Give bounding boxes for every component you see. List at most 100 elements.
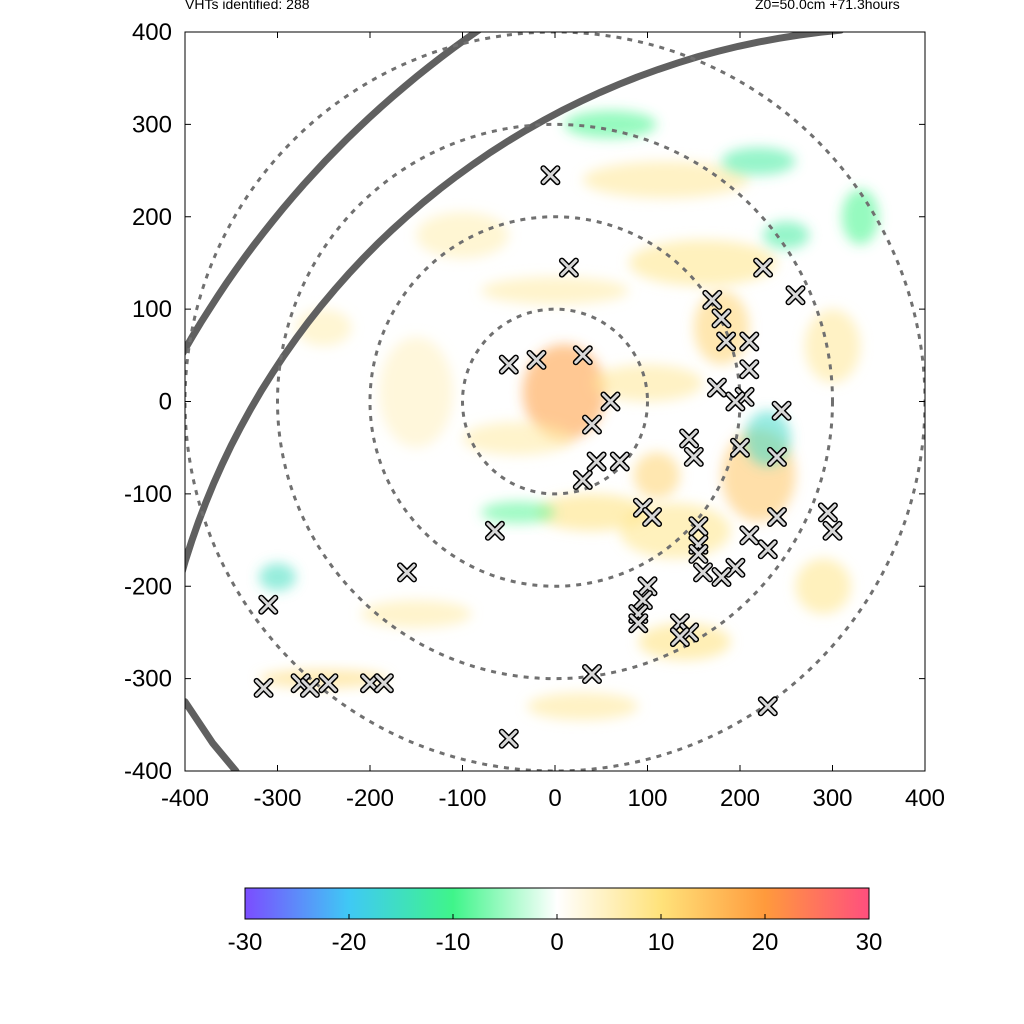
vht-marker-fill <box>301 679 319 697</box>
y-tick-label: -300 <box>124 666 172 693</box>
vht-marker-fill <box>726 559 744 577</box>
x-tick-label: -300 <box>253 785 301 812</box>
anomaly-blob <box>619 503 731 559</box>
colorbar-tick-label: 20 <box>752 929 779 956</box>
colorbar-tick-label: -10 <box>436 929 471 956</box>
vht-marker <box>609 451 630 472</box>
vht-marker-fill <box>726 393 744 410</box>
x-tick-label: -200 <box>346 785 394 812</box>
vht-marker <box>628 613 649 634</box>
anomaly-blob <box>804 309 861 384</box>
vht-marker <box>558 257 579 278</box>
vht-marker <box>582 414 602 435</box>
vht-marker <box>739 525 760 546</box>
vht-marker-fill <box>375 674 393 692</box>
vht-marker-fill <box>680 623 698 641</box>
vht-marker <box>582 664 602 684</box>
anomaly-blob <box>744 410 791 467</box>
vht-marker-fill <box>398 563 416 581</box>
y-tick-label: 0 <box>159 389 172 416</box>
anomaly-blob <box>564 110 657 139</box>
track-inner <box>185 32 844 575</box>
vht-marker-fill <box>319 674 337 692</box>
vht-marker <box>253 677 274 698</box>
anomaly-blob <box>360 600 472 628</box>
vht-marker-fill <box>694 563 712 581</box>
vht-marker <box>711 308 732 329</box>
vht-marker <box>540 165 561 186</box>
vht-marker-fill <box>713 309 730 327</box>
vht-marker-fill <box>703 291 721 309</box>
colorbar-tick-label: -20 <box>332 929 367 956</box>
vht-marker-fill <box>689 545 707 563</box>
vht-marker <box>757 539 778 560</box>
anomaly-blob <box>841 189 879 245</box>
x-tick-label: 100 <box>627 785 667 812</box>
vht-marker <box>572 470 593 490</box>
vht-marker-fill <box>689 517 707 535</box>
vht-marker-fill <box>685 448 703 466</box>
vht-marker <box>572 345 593 366</box>
vht-marker <box>767 507 787 527</box>
vht-marker-fill <box>486 522 504 540</box>
vht-marker <box>290 673 311 694</box>
vht-marker-fill <box>787 286 804 304</box>
vht-marker-fill <box>500 730 518 748</box>
y-tick-label: 300 <box>132 111 172 138</box>
vht-marker-fill <box>588 453 606 470</box>
range-ring-300 <box>276 122 834 681</box>
vht-marker <box>679 428 700 449</box>
vht-count-label: VHTs identified: 288 <box>185 0 310 12</box>
vht-marker <box>757 696 778 717</box>
anomaly-blob <box>795 558 851 614</box>
x-tick-label: 0 <box>548 785 561 812</box>
vht-marker <box>716 331 737 352</box>
vht-marker-fill <box>768 448 786 466</box>
track-outer <box>185 32 483 357</box>
vht-marker <box>683 446 704 467</box>
anomaly-blob <box>481 276 629 305</box>
vht-marker-fill <box>541 166 559 184</box>
y-tick-label: -400 <box>124 758 172 785</box>
anomaly-blob <box>481 501 555 524</box>
vht-marker-fill <box>574 346 592 364</box>
vht-marker <box>693 562 713 583</box>
anomaly-blob <box>693 290 750 365</box>
vht-marker-fill <box>740 333 758 350</box>
vht-marker-fill <box>740 360 758 378</box>
anomaly-blob <box>536 493 648 531</box>
vht-marker <box>299 677 320 698</box>
x-tick-label: 300 <box>812 785 852 812</box>
vht-marker <box>767 446 787 467</box>
y-tick-label: 200 <box>132 204 172 231</box>
vht-marker-fill <box>639 577 656 595</box>
colorbar-tick-label: 0 <box>550 929 563 956</box>
x-tick-label: -400 <box>161 785 209 812</box>
vht-marker-fill <box>574 471 592 489</box>
anomaly-blob <box>527 692 639 721</box>
vht-marker <box>373 673 394 694</box>
vht-marker <box>318 673 339 694</box>
vht-marker-fill <box>583 665 601 683</box>
vht-marker <box>730 437 750 458</box>
anomaly-blob <box>763 221 810 250</box>
vht-marker-fill <box>759 697 777 715</box>
plot-area <box>185 32 925 771</box>
vht-marker-fill <box>736 388 754 406</box>
vht-marker <box>711 567 732 587</box>
vht-marker <box>498 354 519 375</box>
vht-marker-fill <box>759 540 777 558</box>
vht-marker-fill <box>634 591 652 609</box>
anomaly-blob <box>721 147 796 176</box>
colorbar-tick-label: 30 <box>856 929 883 956</box>
vht-marker <box>637 576 658 597</box>
y-tick-label: -100 <box>124 481 172 508</box>
anomaly-blob <box>633 452 680 499</box>
vht-marker <box>725 391 746 412</box>
vht-marker-fill <box>819 503 837 521</box>
anomaly-blob <box>462 421 574 456</box>
vht-marker-fill <box>583 416 601 434</box>
vht-marker <box>498 728 519 749</box>
colorbar-tick-label: 10 <box>648 929 675 956</box>
x-tick-label: 200 <box>720 785 760 812</box>
